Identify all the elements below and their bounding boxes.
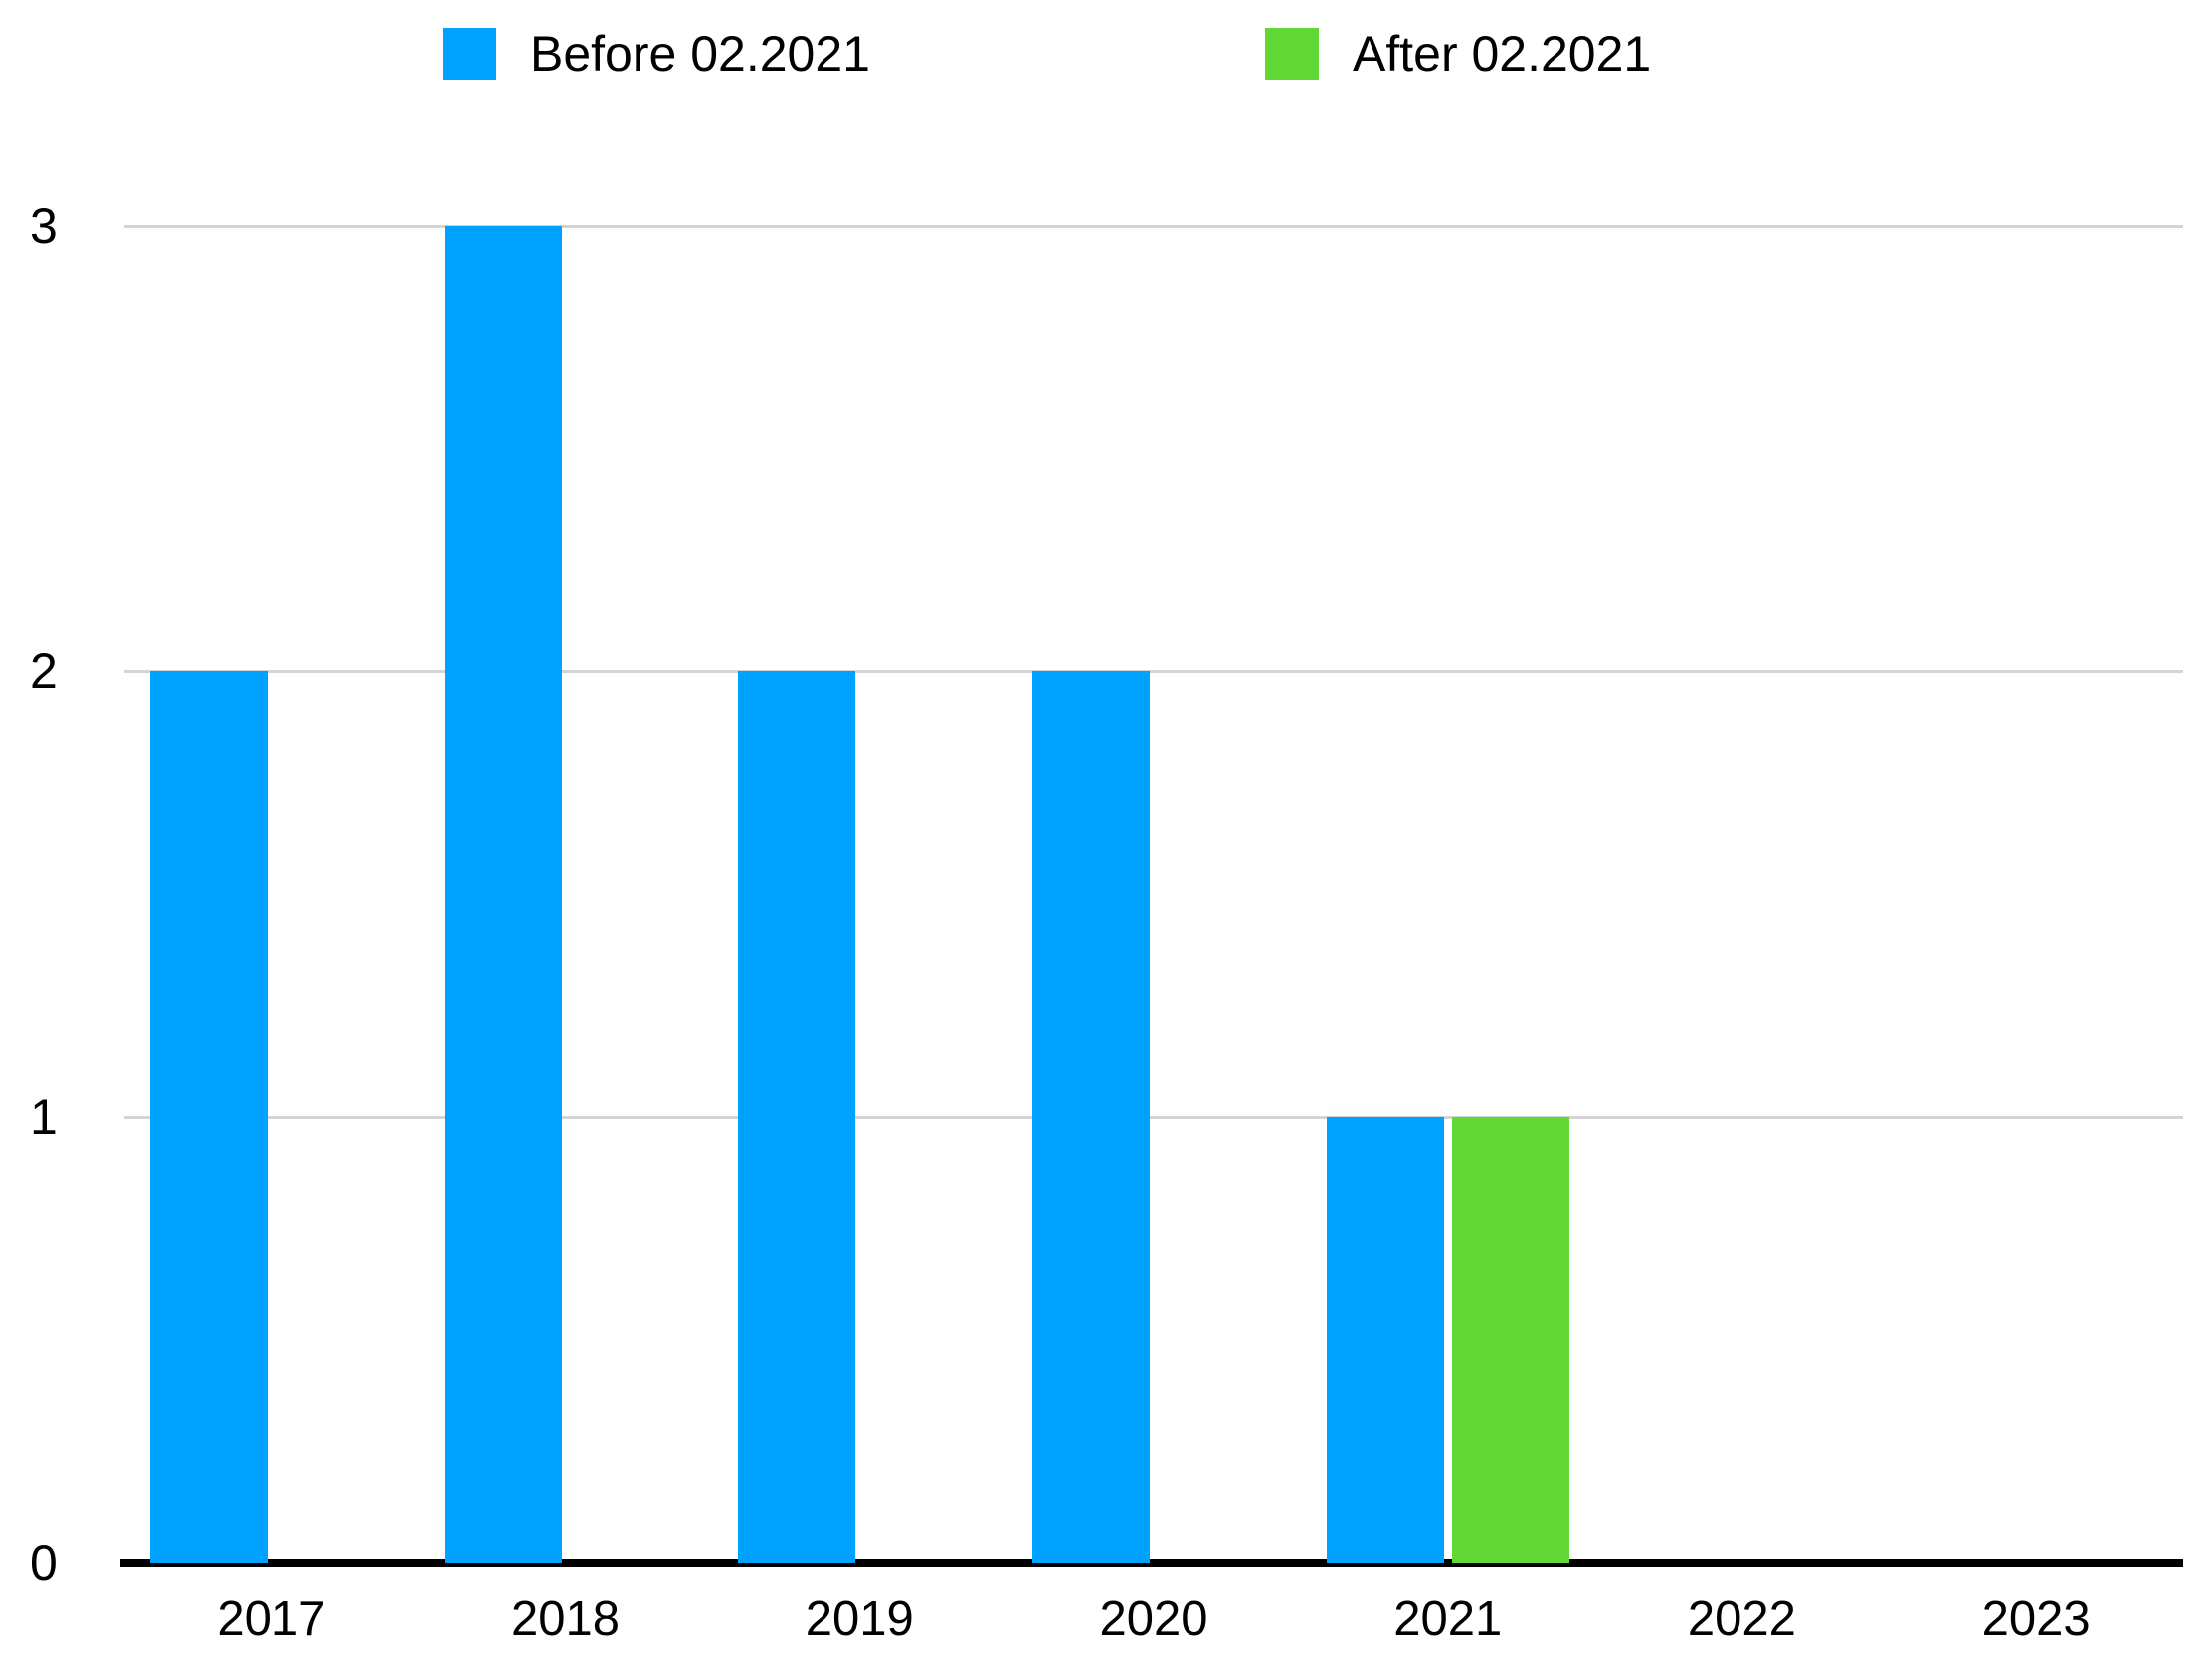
y-tick-label-3: 3 <box>30 198 58 254</box>
category-group-2018 <box>419 226 713 1563</box>
legend-item-before: Before 02.2021 <box>443 28 870 80</box>
legend-label-before: Before 02.2021 <box>530 26 870 82</box>
bar-2017-before-02-2021 <box>149 671 268 1563</box>
bar-2019-before-02-2021 <box>738 671 856 1563</box>
x-tick-label-2018: 2018 <box>511 1592 621 1646</box>
gridline-1 <box>124 1115 2183 1119</box>
y-tick-label-0: 0 <box>30 1535 58 1590</box>
y-tick-label-1: 1 <box>30 1089 58 1145</box>
x-tick-label-2023: 2023 <box>1981 1592 2091 1646</box>
legend-swatch-after-icon <box>1265 28 1319 80</box>
x-tick-label-2017: 2017 <box>217 1592 326 1646</box>
legend-item-after: After 02.2021 <box>1265 28 1651 80</box>
bar-2021-after-02-2021 <box>1451 1117 1569 1563</box>
bar-2020-before-02-2021 <box>1031 671 1150 1563</box>
category-group-2023 <box>1889 226 2183 1563</box>
plot-area <box>120 224 2183 1567</box>
y-tick-label-2: 2 <box>30 644 58 699</box>
legend-swatch-before-icon <box>443 28 496 80</box>
x-axis-line <box>120 1559 2183 1567</box>
gridline-3 <box>124 224 2183 228</box>
bar-2021-before-02-2021 <box>1326 1117 1444 1563</box>
x-tick-label-2021: 2021 <box>1393 1592 1503 1646</box>
x-tick-label-2022: 2022 <box>1687 1592 1796 1646</box>
legend-label-after: After 02.2021 <box>1353 26 1652 82</box>
category-group-2017 <box>124 226 419 1563</box>
x-tick-label-2019: 2019 <box>805 1592 914 1646</box>
gridline-2 <box>124 669 2183 673</box>
category-group-2019 <box>712 226 1006 1563</box>
category-group-2022 <box>1595 226 1890 1563</box>
category-group-2021 <box>1301 226 1595 1563</box>
x-tick-label-2020: 2020 <box>1099 1592 1208 1646</box>
category-group-2020 <box>1006 226 1301 1563</box>
bar-2018-before-02-2021 <box>444 226 562 1563</box>
